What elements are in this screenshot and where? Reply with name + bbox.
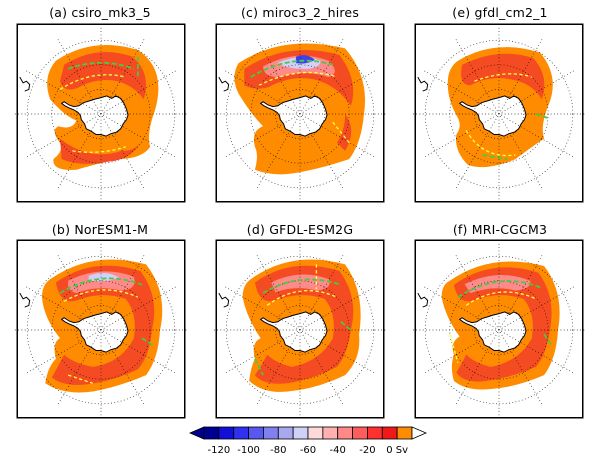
colorbar-swatch — [277, 426, 294, 440]
colorbar-swatch — [218, 426, 235, 440]
map-panel-a — [14, 23, 188, 203]
map-panel-c — [213, 23, 387, 203]
colorbar-tick-label: -40 — [330, 445, 346, 456]
colorbar-tick-label: 0 Sv — [386, 445, 408, 456]
map-panel-b — [14, 239, 188, 419]
map-panel-f — [412, 239, 586, 419]
panel-title-a: (a) csiro_mk3_5 — [49, 5, 151, 20]
colorbar-swatch — [381, 426, 398, 440]
panel-title-b: (b) NorESM1-M — [51, 222, 149, 237]
colorbar-swatch — [352, 426, 368, 440]
colorbar-right-arrow — [411, 426, 428, 440]
map-panel-d — [213, 239, 387, 419]
colorbar-swatch — [367, 426, 383, 440]
panel-title-d: (d) GFDL-ESM2G — [246, 222, 354, 237]
panel-title-e: (e) gfdl_cm2_1 — [452, 5, 548, 20]
colorbar-tick-label: -120 — [208, 445, 231, 456]
colorbar-tick-label: -20 — [359, 445, 375, 456]
colorbar-swatch — [203, 426, 220, 440]
colorbar-swatch — [292, 426, 309, 440]
map-panel-e — [412, 23, 586, 203]
colorbar-tick-label: -80 — [270, 445, 286, 456]
colorbar: -120 -100 -80 -60 -40 -20 0 Sv — [188, 426, 428, 456]
colorbar-swatch — [248, 426, 264, 440]
colorbar-swatch — [322, 426, 339, 440]
panel-title-f: (f) MRI-CGCM3 — [452, 222, 548, 237]
colorbar-swatch — [337, 426, 353, 440]
colorbar-swatch — [396, 426, 413, 440]
colorbar-swatch — [263, 426, 279, 440]
colorbar-tick-label: -100 — [237, 445, 260, 456]
colorbar-left-arrow — [188, 426, 205, 440]
colorbar-swatch — [307, 426, 324, 440]
panel-title-c: (c) miroc3_2_hires — [240, 5, 360, 20]
colorbar-swatch — [233, 426, 249, 440]
colorbar-tick-label: -60 — [300, 445, 316, 456]
